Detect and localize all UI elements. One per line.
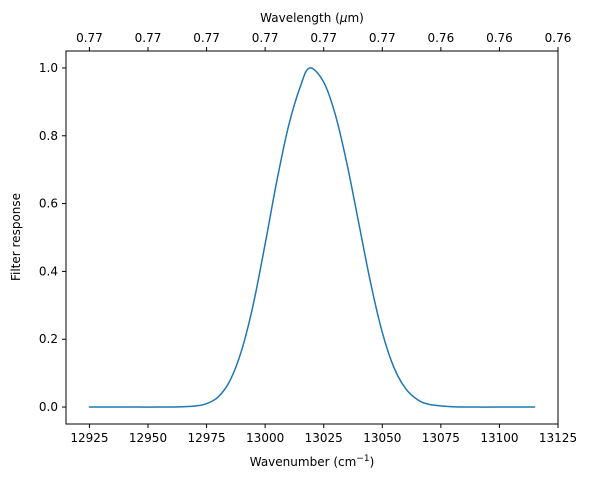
top-x-tick-label: 0.76: [427, 31, 454, 45]
top-x-axis-label-mu: μ: [339, 11, 348, 25]
x-axis-label-superscript: −1: [356, 454, 369, 464]
x-tick-label: 13075: [422, 431, 460, 445]
top-x-tick-label: 0.77: [76, 31, 103, 45]
x-tick-label: 13000: [246, 431, 284, 445]
top-x-tick-label: 0.76: [545, 31, 572, 45]
y-axis-label: Filter response: [9, 193, 23, 281]
top-x-tick-label: 0.77: [135, 31, 162, 45]
top-x-axis-label: Wavelength (μm): [260, 11, 364, 25]
x-tick-label: 13050: [363, 431, 401, 445]
top-x-tick-label: 0.77: [310, 31, 337, 45]
top-x-tick-label: 0.77: [193, 31, 220, 45]
top-x-tick-label: 0.77: [369, 31, 396, 45]
y-tick-label: 0.4: [39, 264, 58, 278]
x-tick-label: 13025: [305, 431, 343, 445]
y-tick-label: 0.2: [39, 332, 58, 346]
x-tick-label: 12925: [70, 431, 108, 445]
y-tick-label: 1.0: [39, 61, 58, 75]
top-x-tick-label: 0.76: [486, 31, 513, 45]
y-tick-label: 0.8: [39, 129, 58, 143]
tick-labels: 12925 12950 12975 13000 13025 13050 13075 13100…: [39, 31, 577, 445]
tick-marks: [62, 47, 559, 428]
x-tick-label: 13100: [480, 431, 518, 445]
series-line: [88, 67, 536, 408]
x-tick-label: 12975: [187, 431, 225, 445]
top-x-tick-label: 0.77: [252, 31, 279, 45]
y-tick-label: 0.0: [39, 400, 58, 414]
plot-frame: [65, 50, 559, 425]
x-axis-label: Wavenumber (cm−1): [250, 454, 375, 469]
y-tick-label: 0.6: [39, 197, 58, 211]
x-tick-label: 12950: [129, 431, 167, 445]
x-tick-label: 13125: [539, 431, 577, 445]
